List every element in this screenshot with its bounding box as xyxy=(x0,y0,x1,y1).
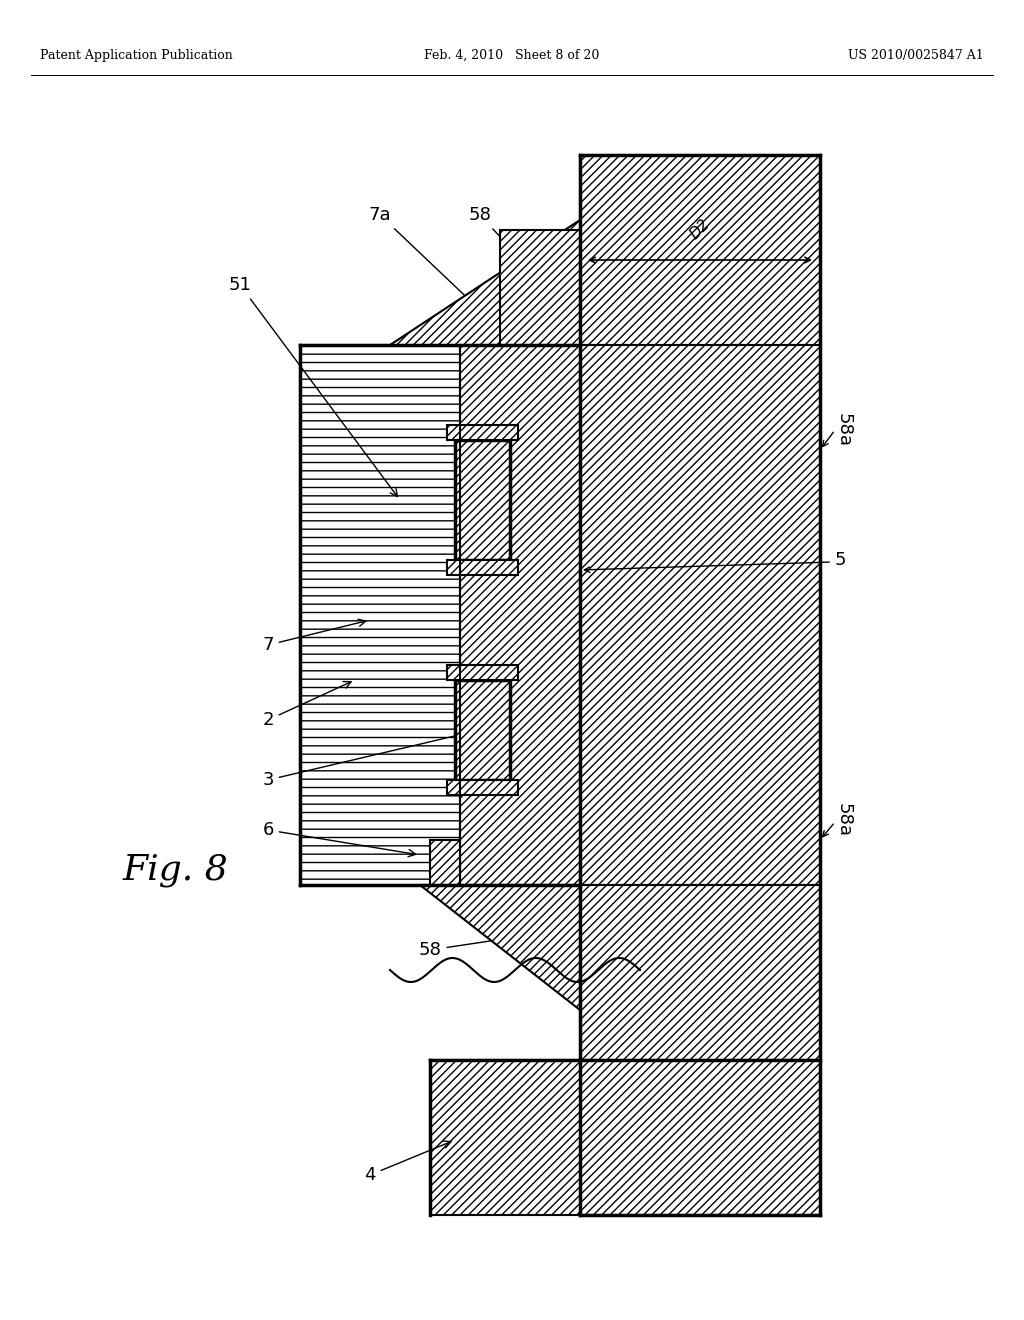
Polygon shape xyxy=(300,345,460,884)
Text: 58a: 58a xyxy=(835,803,853,837)
Text: 6: 6 xyxy=(262,821,416,857)
Text: US 2010/0025847 A1: US 2010/0025847 A1 xyxy=(848,49,984,62)
Text: Feb. 4, 2010   Sheet 8 of 20: Feb. 4, 2010 Sheet 8 of 20 xyxy=(424,49,600,62)
Polygon shape xyxy=(420,884,580,1010)
Text: D2: D2 xyxy=(687,216,713,242)
Text: 58a: 58a xyxy=(835,413,853,447)
Text: 2: 2 xyxy=(262,681,351,729)
Polygon shape xyxy=(430,1060,820,1214)
Polygon shape xyxy=(447,665,518,680)
Polygon shape xyxy=(580,884,820,1214)
Text: Fig. 8: Fig. 8 xyxy=(122,853,228,887)
Text: 51: 51 xyxy=(228,276,397,496)
Text: 58: 58 xyxy=(469,206,537,277)
Polygon shape xyxy=(447,425,518,440)
Polygon shape xyxy=(460,345,580,884)
Polygon shape xyxy=(447,780,518,795)
Polygon shape xyxy=(430,840,460,884)
Polygon shape xyxy=(455,680,510,780)
Text: 4: 4 xyxy=(365,1140,451,1184)
Polygon shape xyxy=(390,220,580,345)
Text: 5: 5 xyxy=(835,550,847,569)
Text: 7a: 7a xyxy=(369,206,477,308)
Polygon shape xyxy=(580,154,820,345)
Text: 7: 7 xyxy=(262,619,366,653)
Text: 3: 3 xyxy=(262,729,476,789)
Polygon shape xyxy=(500,230,580,345)
Polygon shape xyxy=(447,560,518,576)
Polygon shape xyxy=(455,440,510,560)
Text: 58: 58 xyxy=(419,933,525,960)
Text: Patent Application Publication: Patent Application Publication xyxy=(40,49,232,62)
Polygon shape xyxy=(580,345,820,884)
